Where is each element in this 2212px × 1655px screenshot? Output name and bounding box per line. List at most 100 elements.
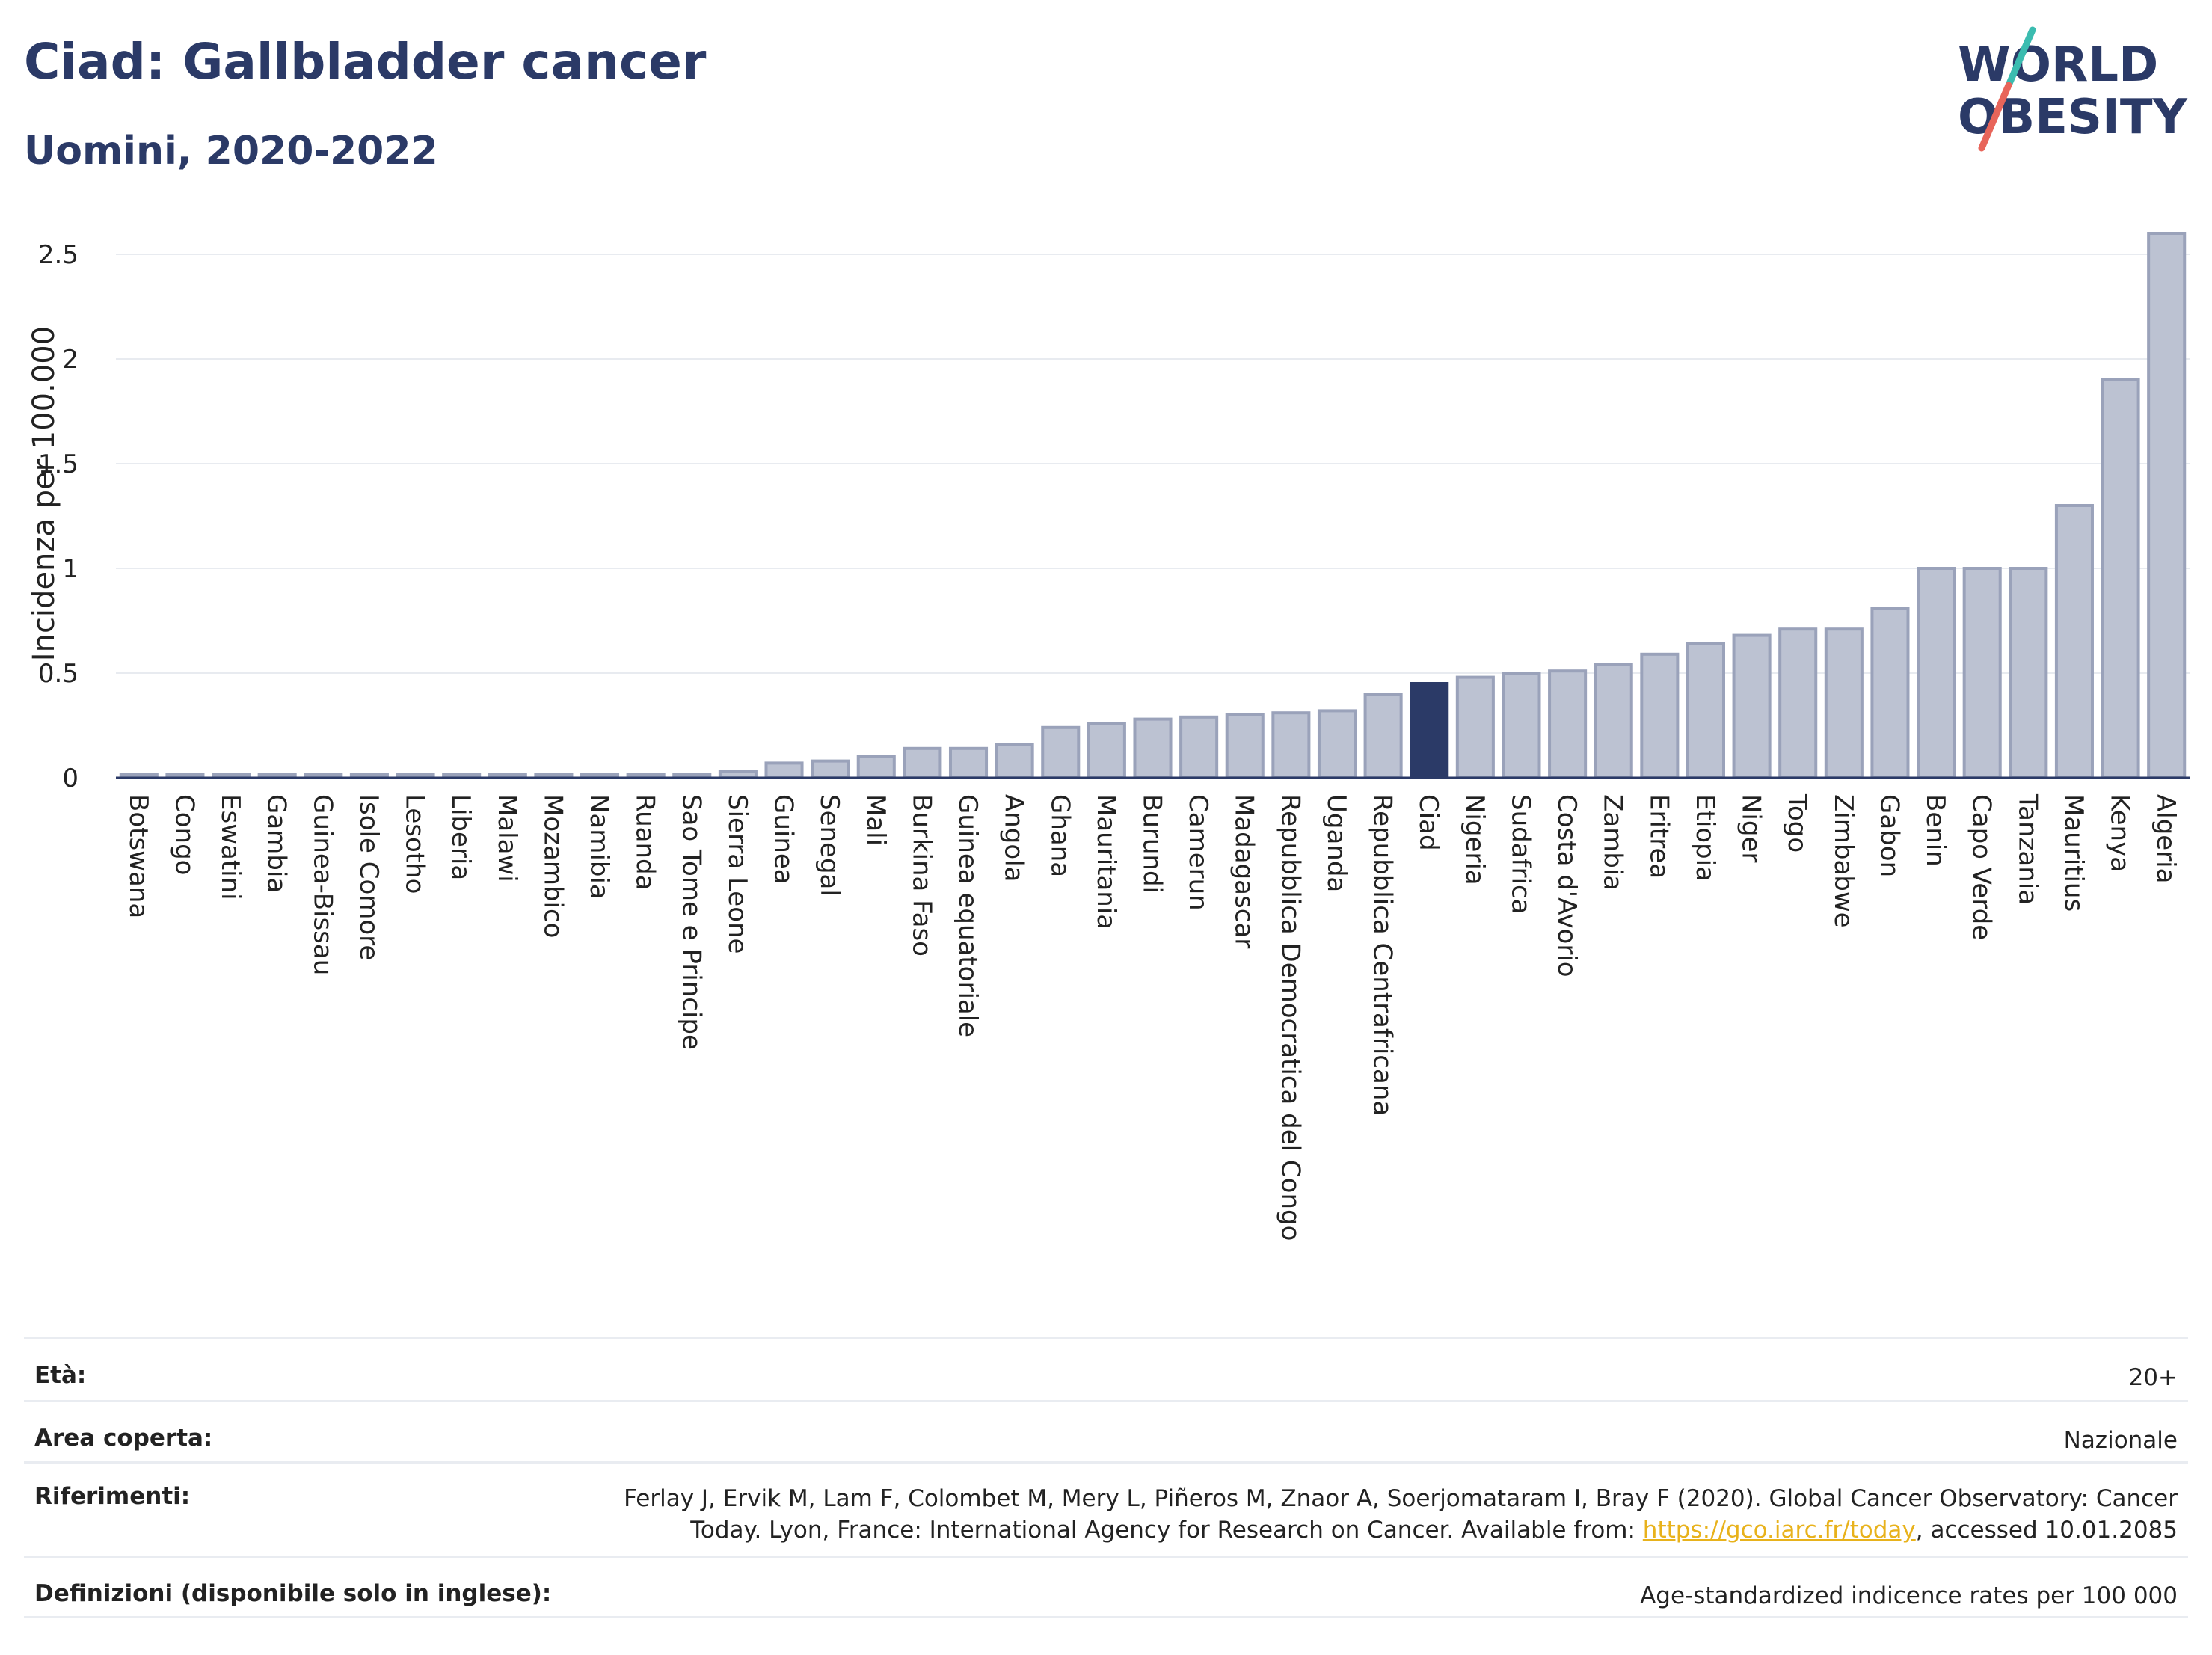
bar-zambia [1594,663,1633,779]
category-label: Eswatini [215,794,245,900]
y-tick-labels: 0 0.5 1 1.5 2 2.5 [38,240,79,793]
info-row-references: Riferimenti: Ferlay J, Ervik M, Lam F, C… [24,1461,2188,1556]
references-text-1: Ferlay J, Ervik M, Lam F, Colombet M, Me… [624,1485,2178,1512]
age-label: Età: [34,1362,87,1389]
bar-etiopia [1686,642,1725,779]
category-label: Camerun [1183,794,1213,911]
info-row-area: Area coperta: Nazionale [24,1400,2188,1461]
bar-angola [995,743,1034,780]
info-row-definitions: Definizioni (disponibile solo in inglese… [24,1556,2188,1618]
category-label: Liberia [446,794,476,880]
category-label: Ciad [1413,794,1443,851]
category-label: Eritrea [1644,794,1674,879]
y-tick-label: 0.5 [38,659,79,689]
bar-kenya [2101,378,2140,779]
bar-niger [1732,633,1772,779]
category-label: Zimbabwe [1828,794,1858,928]
bar-camerun [1179,715,1219,779]
category-label: Ruanda [630,794,660,890]
bar-chart: 0 0.5 1 1.5 2 2.5 Botswana Congo Eswatini Gambia… [27,232,2190,1241]
world-obesity-logo: WORLD OBESITY [1958,26,2187,152]
category-label: Botswana [123,794,153,918]
bar-costa-d-avorio [1548,669,1588,780]
references-value: Ferlay J, Ervik M, Lam F, Colombet M, Me… [624,1483,2178,1546]
bar-guinea-equatoriale [948,746,989,779]
category-label: Mali [861,794,891,846]
category-label: Sao Tome e Principe [676,794,706,1050]
category-label: Madagascar [1229,794,1259,948]
category-label: Namibia [584,794,614,900]
area-label: Area coperta: [34,1425,213,1452]
area-value: Nazionale [2063,1427,2178,1454]
category-label: Burundi [1137,794,1167,894]
category-label: Togo [1782,793,1812,853]
references-link[interactable]: https://gco.iarc.fr/today [1642,1517,1916,1544]
bar-repubblica-centrafricana [1363,693,1403,779]
page-title: Ciad: Gallbladder cancer [24,33,707,90]
category-label: Niger [1736,794,1766,862]
category-label: Tanzania [2012,793,2042,905]
category-label: Kenya [2105,794,2135,872]
bar-gabon [1870,607,1910,780]
bar-burundi [1133,717,1173,779]
category-label: Guinea-Bissau [307,794,337,975]
category-label: Etiopia [1690,794,1720,882]
category-label: Zambia [1598,794,1628,891]
bar-mauritius [2054,504,2094,779]
bar-mali [856,755,896,779]
category-label: Gabon [1874,794,1904,877]
bar-burkina-faso [903,746,942,779]
category-label: Costa d'Avorio [1552,794,1582,977]
category-label: Mozambico [538,794,568,938]
category-label: Uganda [1321,794,1351,892]
category-label: Benin [1920,794,1950,867]
y-tick-label: 0 [62,764,79,793]
bar-algeria [2147,232,2187,779]
bar-togo [1778,627,1818,780]
category-label: Congo [169,794,199,875]
category-label: Malawi [492,794,522,882]
category-label: Angola [999,794,1029,882]
y-tick-label: 2 [62,345,79,375]
logo-line-1: WORLD [1958,37,2158,93]
bar-capo-verde [1962,567,2002,779]
category-labels: Botswana Congo Eswatini Gambia Guinea-Bissau… [123,793,2181,1241]
age-value: 20+ [2128,1364,2178,1391]
logo-slash-red [1978,82,2012,152]
bar-ciad [1410,682,1449,779]
bar-ghana [1041,725,1081,779]
category-label: Nigeria [1460,794,1490,885]
bar-eritrea [1640,652,1680,779]
category-label: Mauritania [1091,794,1121,930]
y-tick-label: 1 [62,554,79,584]
bar-guinea [764,761,804,780]
category-label: Algeria [2151,794,2181,883]
category-label: Mauritius [2059,794,2089,912]
logo-slash-teal [2005,26,2036,89]
category-label: Isole Comore [354,794,384,960]
bar-benin [1917,567,1956,779]
references-text-2: Today. Lyon, France: International Agenc… [690,1517,1635,1544]
bar-mauritania [1087,722,1126,780]
references-label: Riferimenti: [34,1483,191,1510]
category-label: Repubblica Democratica del Congo [1275,794,1305,1241]
bar-sudafrica [1502,672,1541,779]
category-label: Sierra Leone [722,794,752,954]
category-label: Guinea equatoriale [953,794,983,1037]
bar-madagascar [1225,713,1265,779]
bar-zimbabwe [1824,627,1864,780]
definitions-value: Age-standardized indicence rates per 100… [1640,1582,2178,1609]
category-label: Lesotho [400,794,430,894]
y-tick-label: 2.5 [38,240,79,270]
category-label: Burkina Faso [906,794,936,957]
y-tick-label: 1.5 [38,449,79,479]
category-label: Senegal [814,794,844,897]
category-label: Ghana [1045,794,1075,877]
info-row-age: Età: 20+ [24,1337,2188,1400]
category-label: Gambia [262,794,292,893]
category-label: Repubblica Centrafricana [1368,794,1398,1116]
bar-uganda [1317,709,1357,780]
definitions-label: Definizioni (disponibile solo in inglese… [34,1580,552,1607]
category-label: Capo Verde [1967,794,1997,940]
info-table: Età: 20+ Area coperta: Nazionale Riferim… [24,1337,2188,1618]
